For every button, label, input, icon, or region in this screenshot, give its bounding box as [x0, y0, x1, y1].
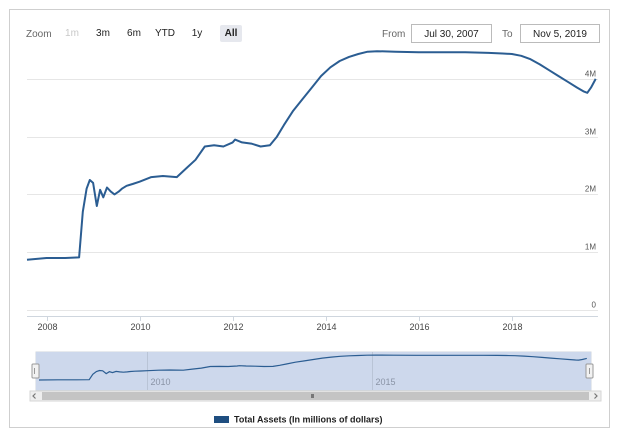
navigator-series-line: [38, 354, 587, 381]
scroll-right-arrow-icon[interactable]: [594, 393, 598, 399]
y-tick-label: 2M: [585, 185, 596, 194]
y-axis: 0 1M 2M 3M 4M: [585, 70, 597, 310]
x-tick-label: 2010: [130, 322, 150, 332]
zoom-ytd-button[interactable]: YTD: [155, 28, 175, 39]
y-tick-label: 1M: [585, 243, 596, 252]
zoom-all-button[interactable]: All: [220, 25, 242, 42]
scrollbar[interactable]: [29, 390, 602, 402]
y-tick-label: 3M: [585, 128, 596, 137]
x-tick-label: 2012: [223, 322, 243, 332]
chart-legend[interactable]: Total Assets (In millions of dollars): [214, 414, 383, 425]
to-date-input[interactable]: Nov 5, 2019: [520, 24, 600, 43]
x-tick-label: 2008: [37, 322, 57, 332]
zoom-6m-button[interactable]: 6m: [127, 28, 141, 39]
scroll-left-arrow-icon[interactable]: [32, 393, 36, 399]
x-tick-label: 2016: [409, 322, 429, 332]
y-grid-lines: [27, 79, 598, 311]
x-tick-label: 2014: [316, 322, 336, 332]
legend-swatch: [214, 416, 229, 424]
navigator-selected-range[interactable]: [36, 352, 591, 390]
zoom-1m-button[interactable]: 1m: [65, 28, 79, 39]
navigator[interactable]: 2010 2015: [31, 351, 594, 391]
y-tick-label: 4M: [585, 70, 596, 79]
navigator-tick-label: 2010: [151, 377, 171, 387]
series-line-total-assets[interactable]: [26, 50, 597, 261]
scrollbar-thumb-grip: [311, 394, 314, 398]
from-date-input[interactable]: Jul 30, 2007: [411, 24, 492, 43]
zoom-1y-button[interactable]: 1y: [191, 28, 203, 39]
scrollbar-thumb[interactable]: [42, 392, 589, 400]
x-axis: 2008 2010 2012 2014 2016 2018: [37, 316, 523, 332]
y-tick-label: 0: [592, 301, 597, 310]
zoom-3m-button[interactable]: 3m: [96, 28, 110, 39]
zoom-label: Zoom: [26, 29, 52, 40]
from-label: From: [382, 29, 406, 40]
navigator-left-handle[interactable]: [31, 363, 40, 379]
legend-label: Total Assets (In millions of dollars): [234, 414, 383, 425]
to-label: To: [502, 29, 513, 40]
x-tick-label: 2018: [502, 322, 522, 332]
navigator-tick-label: 2015: [376, 377, 396, 387]
